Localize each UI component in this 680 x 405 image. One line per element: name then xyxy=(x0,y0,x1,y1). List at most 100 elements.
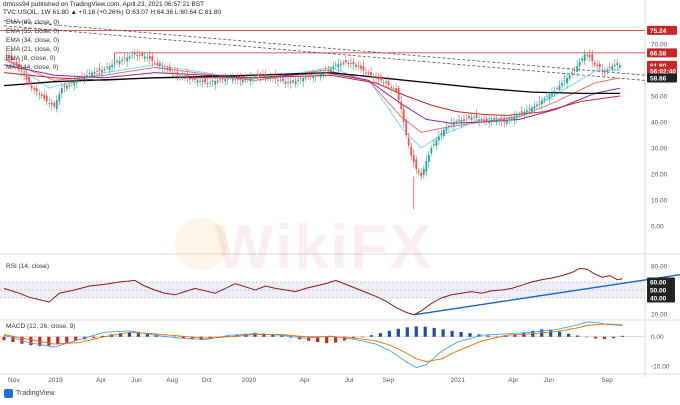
candle-body xyxy=(254,76,257,78)
candle-body xyxy=(148,56,151,59)
x-axis-label: Sep xyxy=(383,377,395,384)
candle-body xyxy=(533,106,536,109)
x-axis-label: Jul xyxy=(345,377,354,384)
candle-body xyxy=(269,77,272,79)
candle-body xyxy=(267,77,269,80)
candle-body xyxy=(141,53,144,56)
ema34-line xyxy=(3,59,621,133)
candle-body xyxy=(103,68,106,70)
macd-hist-bar xyxy=(74,336,78,342)
candle-body xyxy=(528,108,531,110)
candle-body xyxy=(75,80,78,83)
x-axis-label: Apr xyxy=(96,377,107,384)
candle-body xyxy=(372,76,375,78)
candle-body xyxy=(186,74,189,78)
macd-hist-bar xyxy=(593,336,598,339)
candle-body xyxy=(5,55,8,57)
macd-hist-bar xyxy=(378,333,383,337)
candle-body xyxy=(292,80,294,82)
candle-body xyxy=(309,74,312,77)
candle-body xyxy=(360,65,362,69)
price-tick-label: 30.00 xyxy=(651,146,668,153)
macd-hist-bar xyxy=(459,332,463,337)
legend-ma-144[interactable]: MA (144, close, 0) xyxy=(6,64,59,71)
candle-body xyxy=(329,68,332,73)
candle-body xyxy=(568,75,571,79)
x-axis-label: Jun xyxy=(131,377,142,384)
tradingview-footer[interactable]: TradingView xyxy=(4,389,55,398)
candle-body xyxy=(8,55,10,59)
price-badge-label: 56:02:40 xyxy=(650,69,676,76)
candle-body xyxy=(241,79,244,83)
legend-ema-34[interactable]: EMA (34, close, 0) xyxy=(6,37,60,44)
candle-body xyxy=(246,77,249,79)
candle-body xyxy=(503,118,506,122)
candle-body xyxy=(131,55,134,57)
candle-body xyxy=(319,73,322,78)
candle-body xyxy=(548,94,551,100)
candle-body xyxy=(485,119,488,122)
candle-body xyxy=(158,62,161,67)
candle-body xyxy=(448,125,450,127)
candle-body xyxy=(229,76,232,78)
candle-body xyxy=(591,54,594,61)
candle-body xyxy=(536,104,538,106)
price-tick-label: 20.00 xyxy=(651,172,668,179)
candle-body xyxy=(390,86,393,88)
candle-body xyxy=(106,66,108,68)
candle-body xyxy=(189,78,191,80)
candle-body xyxy=(465,118,468,120)
candle-body xyxy=(508,119,511,121)
candle-body xyxy=(365,72,367,74)
candle-body xyxy=(603,70,606,73)
rsi-tick-label: 80.00 xyxy=(651,264,668,271)
candle-body xyxy=(475,114,478,119)
candle-body xyxy=(558,85,561,91)
candle-body xyxy=(226,78,229,80)
candle-body xyxy=(70,82,73,84)
rsi-line xyxy=(3,267,623,316)
candle-body xyxy=(317,73,320,75)
macd-hist-bar xyxy=(575,335,580,337)
candle-body xyxy=(458,119,460,121)
candle-body xyxy=(455,121,458,123)
candle-body xyxy=(495,120,498,123)
candle-body xyxy=(525,110,528,112)
rsi-level-badge-label: 50.00 xyxy=(650,288,667,295)
candle-body xyxy=(566,77,568,84)
macd-hist-bar xyxy=(611,336,616,339)
macd-hist-bar xyxy=(369,335,374,337)
macd-signal-line xyxy=(3,323,623,363)
macd-hist-bar xyxy=(602,336,607,340)
legend-ema-21[interactable]: EMA (21, close, 0) xyxy=(6,46,60,53)
legend-ema-8[interactable]: EMA (8, close, 0) xyxy=(6,55,56,62)
candle-body xyxy=(546,96,548,98)
candle-body xyxy=(287,82,289,84)
rsi-pane-title[interactable]: RSI (14, close) xyxy=(6,263,49,270)
candle-body xyxy=(608,67,611,69)
macd-hist-bar xyxy=(298,336,302,340)
candle-body xyxy=(470,117,473,120)
candle-body xyxy=(339,63,342,66)
legend-ema-89[interactable]: EMA (89, close, 0) xyxy=(6,19,60,26)
macd-pane-title[interactable]: MACD (12, 26, close, 9) xyxy=(6,323,76,330)
macd-hist-bar xyxy=(558,331,562,337)
candle-body xyxy=(78,79,81,80)
candle-body xyxy=(60,88,63,94)
candle-body xyxy=(478,119,480,121)
candle-body xyxy=(314,75,317,76)
macd-hist-bar xyxy=(136,332,141,337)
candle-body xyxy=(357,65,360,67)
candle-body xyxy=(20,71,23,73)
candle-body xyxy=(111,64,113,68)
candle-body xyxy=(377,76,380,80)
candle-body xyxy=(191,78,194,80)
legend-ema-55[interactable]: EMA (55, close, 0) xyxy=(6,28,60,35)
candle-body xyxy=(194,77,196,80)
candle-body xyxy=(553,90,556,92)
candle-body xyxy=(380,76,382,81)
macd-hist-bar xyxy=(333,336,338,343)
candle-body xyxy=(583,54,586,62)
candle-body xyxy=(259,75,262,78)
